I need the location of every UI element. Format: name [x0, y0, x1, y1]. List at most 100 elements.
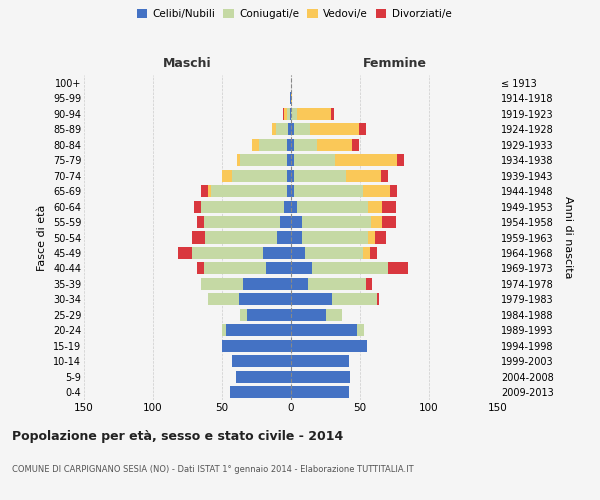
Text: Maschi: Maschi: [163, 57, 212, 70]
Text: Femmine: Femmine: [362, 57, 427, 70]
Text: Popolazione per età, sesso e stato civile - 2014: Popolazione per età, sesso e stato civil…: [12, 430, 343, 443]
Bar: [391, 185, 397, 197]
Bar: [291, 232, 302, 243]
Y-axis label: Anni di nascita: Anni di nascita: [563, 196, 573, 279]
Bar: [284, 108, 287, 120]
Bar: [352, 138, 359, 150]
Bar: [239, 294, 291, 306]
Bar: [205, 232, 277, 243]
Y-axis label: Fasce di età: Fasce di età: [37, 204, 47, 270]
Bar: [202, 185, 208, 197]
Bar: [240, 154, 287, 166]
Bar: [222, 340, 291, 352]
Bar: [247, 309, 291, 321]
Bar: [363, 185, 391, 197]
Bar: [310, 123, 359, 135]
Bar: [291, 340, 367, 352]
Bar: [294, 185, 363, 197]
Bar: [208, 185, 211, 197]
Bar: [232, 356, 291, 368]
Bar: [191, 247, 263, 259]
Bar: [276, 123, 288, 135]
Bar: [191, 232, 205, 243]
Bar: [308, 278, 365, 290]
Bar: [370, 247, 377, 259]
Bar: [294, 138, 317, 150]
Bar: [290, 92, 291, 104]
Bar: [232, 170, 287, 181]
Bar: [388, 262, 409, 274]
Bar: [290, 108, 291, 120]
Bar: [291, 216, 302, 228]
Bar: [291, 247, 305, 259]
Bar: [294, 170, 346, 181]
Bar: [211, 185, 287, 197]
Bar: [312, 262, 388, 274]
Bar: [277, 232, 291, 243]
Bar: [287, 108, 290, 120]
Bar: [291, 262, 312, 274]
Bar: [291, 324, 357, 336]
Bar: [222, 170, 232, 181]
Text: COMUNE DI CARPIGNANO SESIA (NO) - Dati ISTAT 1° gennaio 2014 - Elaborazione TUTT: COMUNE DI CARPIGNANO SESIA (NO) - Dati I…: [12, 465, 413, 474]
Bar: [371, 216, 382, 228]
Legend: Celibi/Nubili, Coniugati/e, Vedovi/e, Divorziati/e: Celibi/Nubili, Coniugati/e, Vedovi/e, Di…: [133, 5, 455, 24]
Bar: [208, 294, 239, 306]
Bar: [331, 108, 334, 120]
Bar: [368, 200, 382, 212]
Bar: [291, 278, 308, 290]
Bar: [291, 371, 350, 383]
Bar: [359, 123, 365, 135]
Bar: [291, 108, 296, 120]
Bar: [365, 278, 373, 290]
Bar: [291, 170, 294, 181]
Bar: [291, 309, 325, 321]
Bar: [291, 123, 294, 135]
Bar: [288, 123, 291, 135]
Bar: [291, 294, 332, 306]
Bar: [242, 278, 291, 290]
Bar: [291, 185, 294, 197]
Bar: [381, 170, 388, 181]
Bar: [237, 154, 240, 166]
Bar: [363, 247, 370, 259]
Bar: [291, 92, 292, 104]
Bar: [194, 200, 202, 212]
Bar: [197, 216, 204, 228]
Bar: [375, 232, 386, 243]
Bar: [291, 386, 349, 398]
Bar: [287, 138, 291, 150]
Bar: [302, 216, 371, 228]
Bar: [294, 154, 335, 166]
Bar: [287, 185, 291, 197]
Bar: [280, 216, 291, 228]
Bar: [287, 170, 291, 181]
Bar: [287, 154, 291, 166]
Bar: [178, 247, 191, 259]
Bar: [263, 247, 291, 259]
Bar: [291, 154, 294, 166]
Bar: [253, 138, 259, 150]
Bar: [202, 278, 242, 290]
Bar: [240, 309, 247, 321]
Bar: [368, 232, 375, 243]
Bar: [382, 200, 396, 212]
Bar: [204, 262, 266, 274]
Bar: [397, 154, 404, 166]
Bar: [222, 324, 226, 336]
Bar: [332, 294, 377, 306]
Bar: [272, 123, 276, 135]
Bar: [197, 262, 204, 274]
Bar: [296, 108, 331, 120]
Bar: [259, 138, 287, 150]
Bar: [284, 200, 291, 212]
Bar: [357, 324, 364, 336]
Bar: [346, 170, 381, 181]
Bar: [226, 324, 291, 336]
Bar: [335, 154, 397, 166]
Bar: [291, 200, 296, 212]
Bar: [291, 138, 294, 150]
Bar: [230, 386, 291, 398]
Bar: [202, 200, 284, 212]
Bar: [377, 294, 379, 306]
